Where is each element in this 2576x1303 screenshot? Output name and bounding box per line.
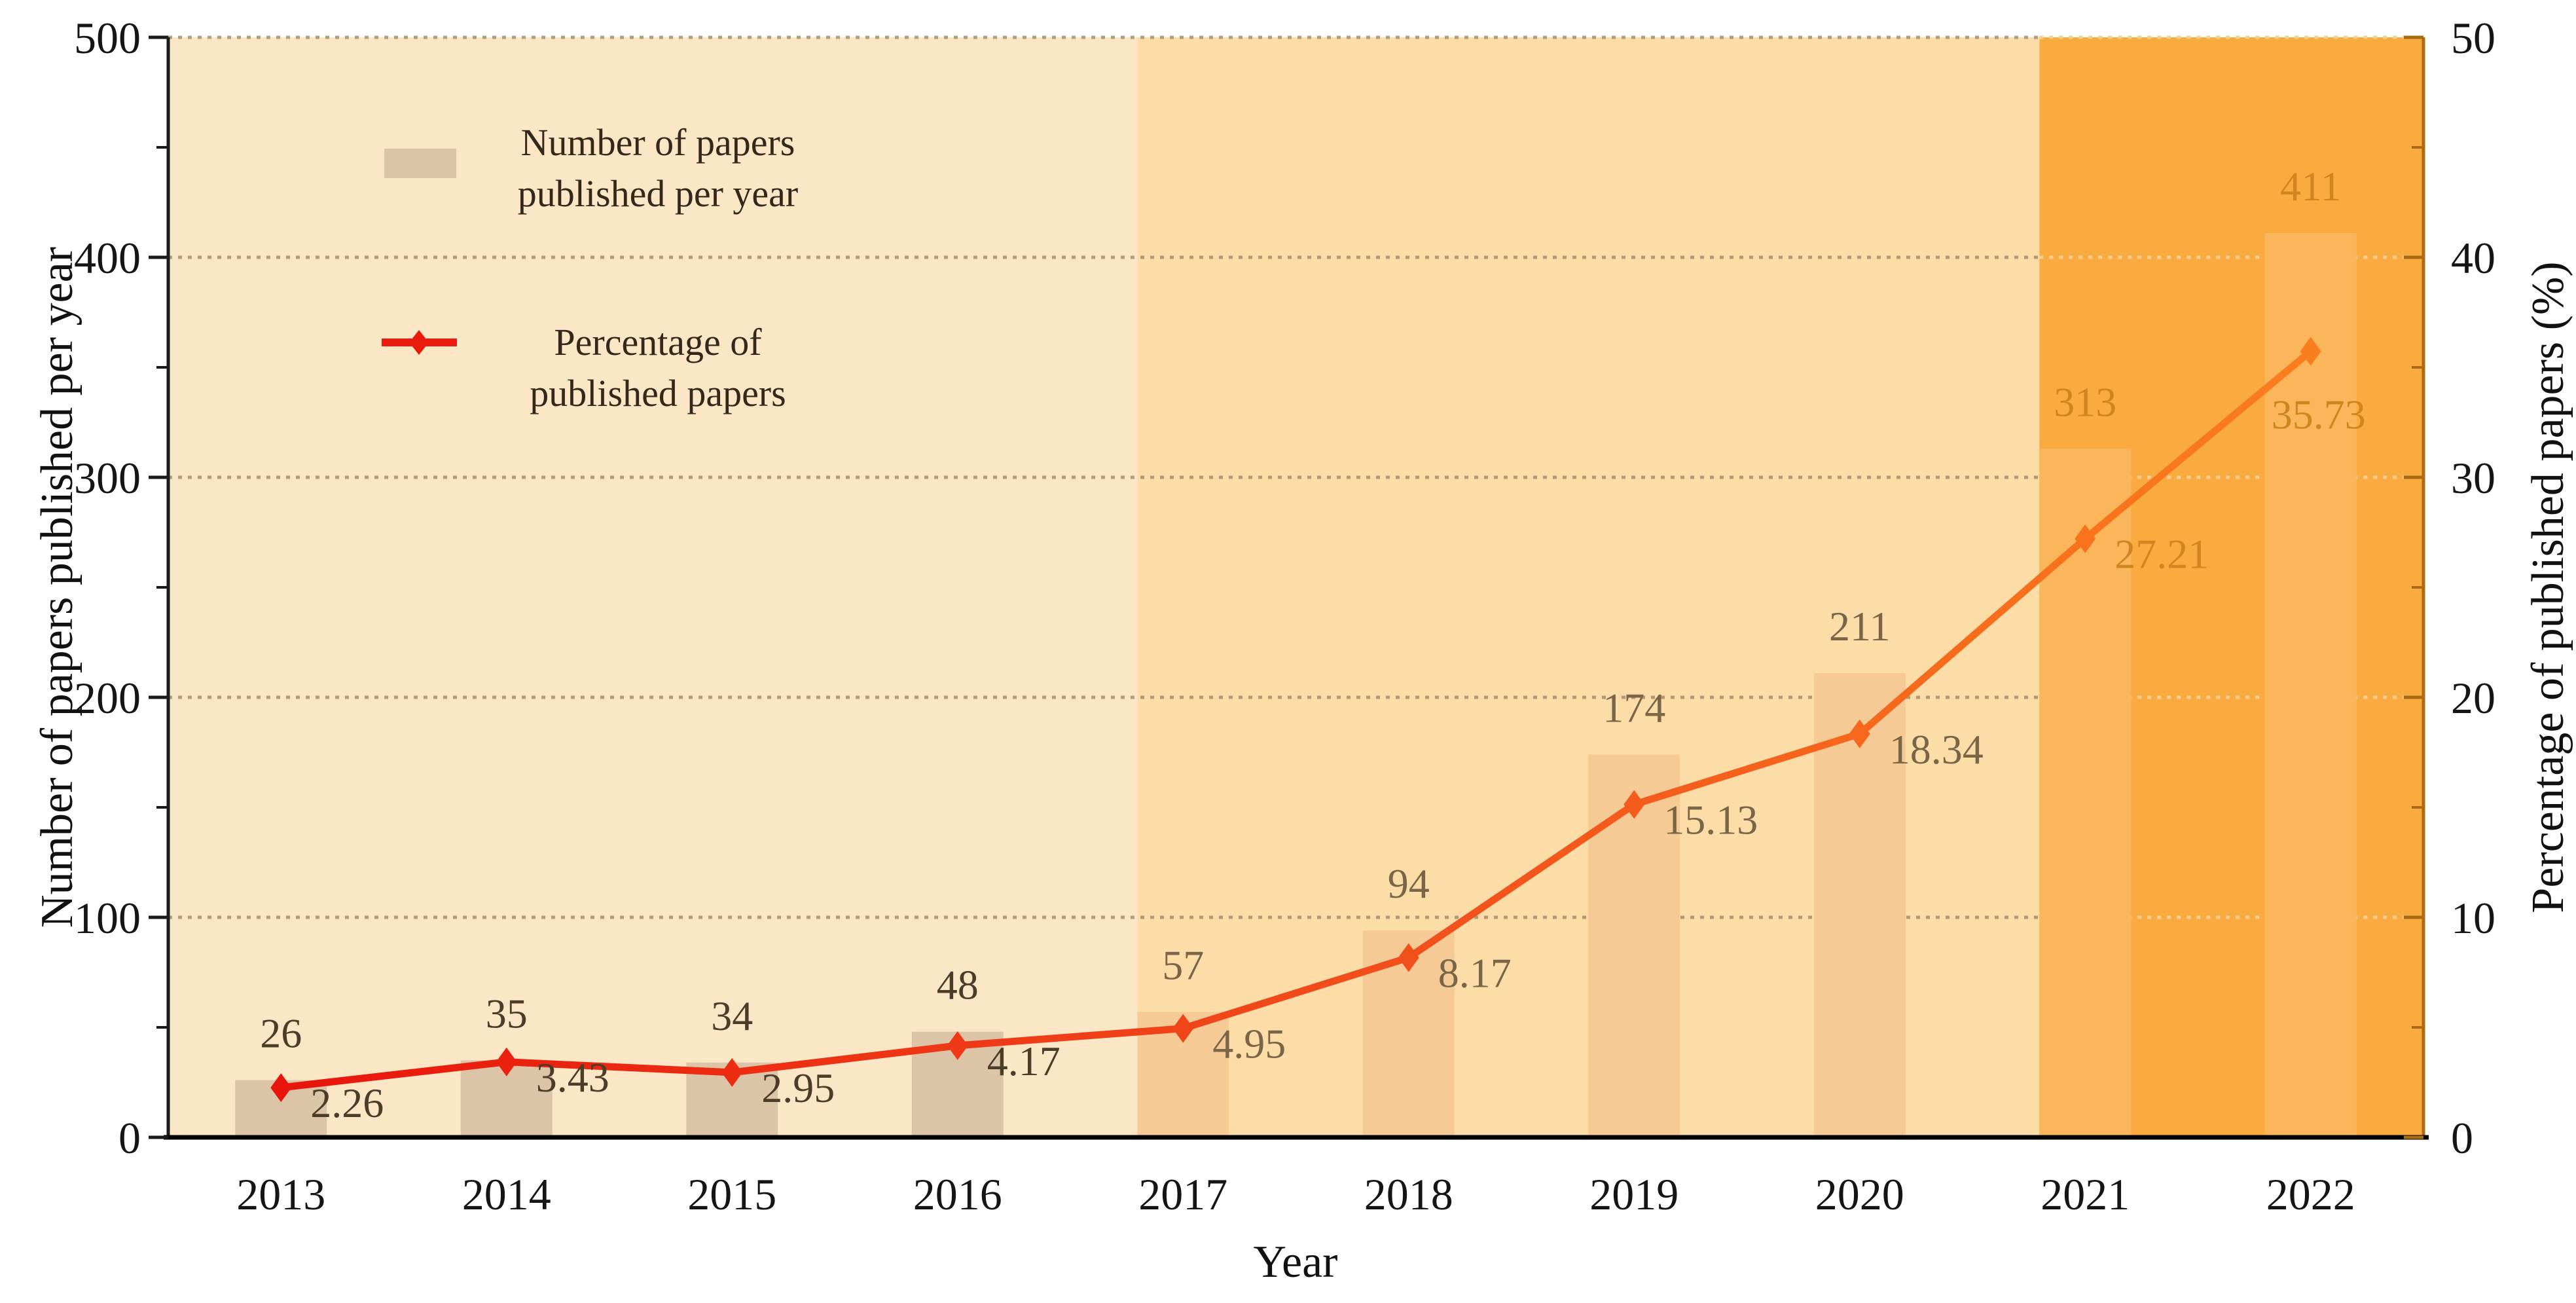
percent-label-2014: 3.43 (536, 1054, 609, 1101)
legend-bar-swatch-icon (384, 149, 456, 178)
percent-label-2016: 4.17 (987, 1038, 1061, 1084)
percentage-line (277, 347, 2315, 1092)
bar-value-label-2021: 313 (2054, 378, 2116, 425)
right-tick-label-10: 10 (2451, 893, 2495, 943)
x-tick-label-2019: 2019 (1589, 1169, 1678, 1219)
line-marker-2019 (1624, 790, 1645, 819)
x-tick-label-2016: 2016 (913, 1169, 1002, 1219)
x-tick-label-2020: 2020 (1815, 1169, 1904, 1219)
line-marker-2017 (1172, 1014, 1194, 1043)
line-marker-2015 (721, 1057, 743, 1087)
bar-value-label-2014: 35 (486, 990, 528, 1037)
legend-label-line: published per year (517, 172, 799, 215)
right-tick-label-30: 30 (2451, 453, 2495, 503)
legend-diamond-icon (409, 330, 429, 355)
x-tick-label-2021: 2021 (2041, 1169, 2130, 1219)
left-axis-title: Number of papers published per year (32, 247, 82, 928)
left-tick-label-400: 400 (74, 233, 141, 283)
percent-label-2021: 27.21 (2114, 531, 2209, 578)
left-tick-label-300: 300 (74, 453, 141, 503)
x-tick-label-2018: 2018 (1364, 1169, 1453, 1219)
percent-label-2020: 18.34 (1889, 726, 1984, 773)
percent-label-2017: 4.95 (1212, 1021, 1286, 1067)
right-tick-label-50: 50 (2451, 13, 2495, 63)
right-tick-label-0: 0 (2451, 1113, 2473, 1163)
bar-value-label-2018: 94 (1388, 860, 1430, 907)
line-marker-2020 (1849, 719, 1870, 748)
right-tick-label-40: 40 (2451, 233, 2495, 283)
x-tick-label-2022: 2022 (2266, 1169, 2355, 1219)
line-marker-2022 (2300, 337, 2321, 366)
bar-2022 (2264, 233, 2357, 1137)
background-band-2013-2016 (168, 37, 1138, 1137)
right-axis-title: Percentage of published papers (%) (2523, 261, 2573, 913)
bar-value-label-2022: 411 (2280, 163, 2342, 210)
right-tick-label-20: 20 (2451, 673, 2495, 723)
percent-label-2013: 2.26 (310, 1080, 384, 1126)
x-tick-label-2014: 2014 (462, 1169, 551, 1219)
x-tick-label-2017: 2017 (1138, 1169, 1227, 1219)
legend-label-line: published papers (530, 372, 786, 414)
percent-label-2019: 15.13 (1663, 797, 1758, 843)
bar-value-label-2020: 211 (1829, 603, 1891, 650)
bar-value-label-2017: 57 (1162, 942, 1204, 988)
legend-label-papers: Number of papers published per year (511, 117, 805, 219)
bar-value-label-2016: 48 (937, 962, 979, 1008)
line-marker-2013 (270, 1073, 292, 1103)
percent-label-2018: 8.17 (1438, 949, 1512, 996)
legend-label-line: Number of papers (520, 121, 795, 164)
bar-value-label-2013: 26 (260, 1010, 302, 1057)
line-marker-2018 (1398, 943, 1419, 972)
x-tick-label-2015: 2015 (687, 1169, 776, 1219)
bar-value-label-2015: 34 (711, 993, 753, 1039)
percent-label-2015: 2.95 (761, 1065, 835, 1111)
x-tick-label-2013: 2013 (236, 1169, 325, 1219)
percent-label-2022: 35.73 (2272, 391, 2366, 437)
bar-2020 (1813, 673, 1906, 1137)
left-tick-label-100: 100 (74, 893, 141, 943)
line-marker-2021 (2075, 524, 2096, 553)
left-tick-label-0: 0 (118, 1113, 141, 1163)
x-axis-title: Year (1253, 1237, 1338, 1287)
left-tick-label-500: 500 (74, 13, 141, 63)
legend-label-percentage: Percentage of published papers (511, 317, 805, 419)
bar-value-label-2019: 174 (1603, 684, 1665, 731)
line-marker-2014 (496, 1047, 517, 1076)
legend-label-line: Percentage of (554, 321, 762, 363)
line-marker-2016 (947, 1031, 968, 1060)
left-tick-label-200: 200 (74, 673, 141, 723)
